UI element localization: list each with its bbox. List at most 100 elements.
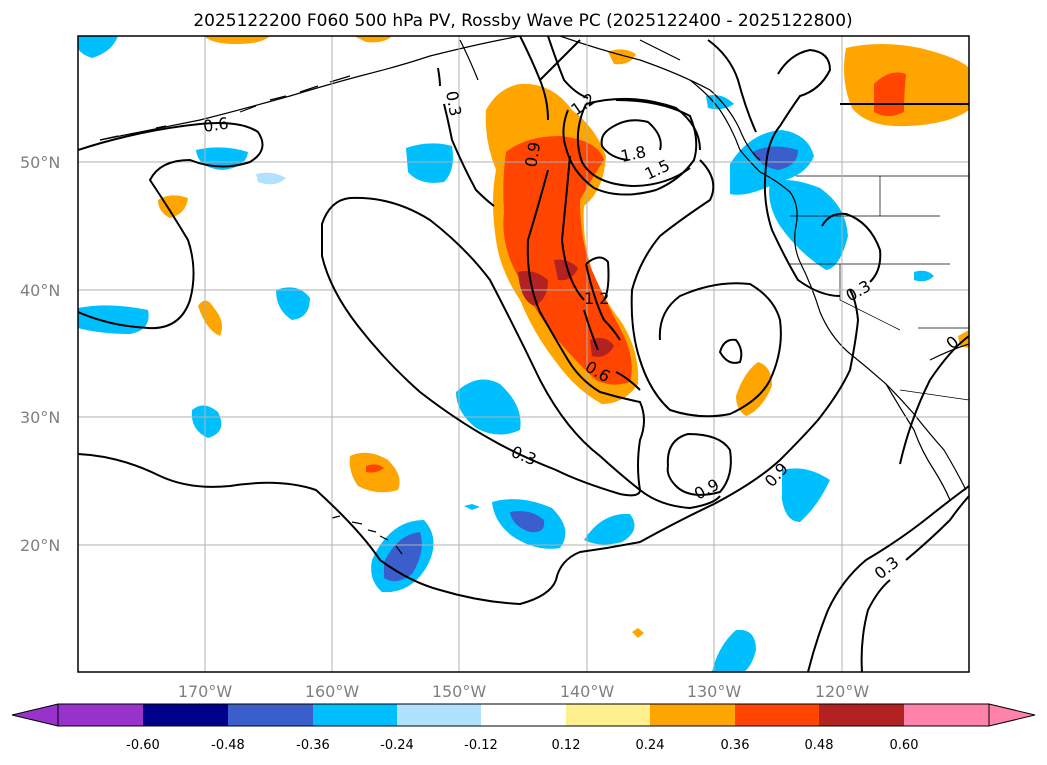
bc-coast	[759, 171, 801, 263]
shade-neg-149w-31n	[456, 379, 521, 435]
contour-small-island	[718, 338, 743, 364]
shade-neg-152w-50n	[406, 143, 453, 183]
borders	[790, 175, 969, 401]
shade-pos-top-155w	[354, 36, 392, 43]
shade-neg-138w-21n	[584, 513, 635, 545]
aleutian-islands	[99, 75, 351, 141]
shade-pos-157w-27n	[349, 452, 400, 493]
colorbar-segment	[58, 704, 143, 726]
latitude-labels: 50°N 40°N 30°N 20°N	[20, 153, 60, 555]
contour-1-2-inner-southern	[585, 263, 621, 341]
shade-pos-trough-core-b	[554, 259, 578, 281]
contour-0-6-north	[78, 122, 264, 330]
colorbar-segment	[313, 704, 397, 726]
lat-label: 20°N	[20, 536, 60, 555]
colorbar-tick-label: 0.48	[805, 738, 834, 753]
state-nv-ca	[839, 264, 901, 331]
shade-neg-170w-50n	[196, 147, 248, 170]
shade-neg-130w-10n	[712, 629, 756, 672]
lat-label: 40°N	[20, 281, 60, 300]
colorbar-segment	[904, 704, 989, 726]
contour-0-3-southeast-b	[860, 495, 969, 672]
colorbar-segment	[397, 704, 481, 726]
colorbar-segment	[481, 704, 566, 726]
contour-0-9-ring	[539, 39, 771, 418]
contour-0-3-southeast	[807, 485, 969, 672]
contour-label: 0.3	[442, 89, 465, 117]
colorbar-tick-label: -0.24	[380, 738, 414, 753]
colorbar-extend-high	[988, 703, 1036, 727]
lon-label: 120°W	[815, 682, 870, 701]
shade-neg-nevada	[914, 270, 934, 282]
pv-contours	[78, 36, 969, 672]
contour-1-5-closed	[576, 97, 701, 188]
shade-neg-west-edge-38n	[78, 305, 149, 334]
map-frame	[77, 35, 970, 673]
colorbar-tick-label: -0.48	[211, 738, 245, 753]
shade-neg-alaska-panhandle	[706, 95, 734, 110]
contour-label: 1.2	[584, 289, 609, 308]
contour-0-3-big	[78, 289, 860, 606]
shade-neg-pnw-core	[752, 146, 798, 170]
colorbar-tick-label: 0.24	[636, 738, 665, 753]
shade-pos-126w-33n	[736, 362, 772, 416]
contour-1-2-trough	[547, 36, 698, 391]
shade-neg-144w-22n-core	[510, 511, 545, 533]
lat-label: 50°N	[20, 153, 60, 172]
shade-pos-top-170w	[204, 36, 270, 44]
colorbar-segment	[819, 704, 904, 726]
lon-label: 140°W	[560, 682, 615, 701]
alaska-coast	[99, 36, 521, 141]
panhandle-coast	[689, 79, 761, 173]
longitude-labels: 170°W 160°W 150°W 140°W 130°W 120°W	[178, 682, 870, 701]
lon-label: 150°W	[432, 682, 487, 701]
hawaii	[331, 515, 403, 555]
contour-0-3-north-trough	[437, 67, 495, 207]
contour-0-3-ne	[707, 39, 841, 297]
contour-1-8-closed	[600, 119, 662, 161]
shade-neg-nw-corner	[78, 36, 118, 58]
shade-neg-165w-48n	[256, 172, 286, 185]
shade-pos-157w-27n-core	[366, 464, 384, 473]
coastlines	[99, 36, 969, 555]
lon-label: 130°W	[687, 682, 742, 701]
colorbar-segment	[143, 704, 228, 726]
shade-pos-trough-mid	[503, 136, 632, 385]
colorbar-tick-label: -0.60	[126, 738, 160, 753]
colorbar-tick-label: 0.12	[552, 738, 581, 753]
mexico-coast	[929, 343, 969, 361]
colorbar-segment	[228, 704, 313, 726]
shade-neg-small-diamond	[464, 504, 480, 510]
contour-label: 0.9	[521, 140, 544, 168]
shade-pos-169w-46n	[158, 195, 188, 218]
colorbar: -0.60 -0.48 -0.36 -0.24 -0.12 0.12 0.24 …	[11, 703, 1036, 753]
us-mexico-border	[899, 389, 969, 401]
colorbar-ticks: -0.60 -0.48 -0.36 -0.24 -0.12 0.12 0.24 …	[126, 738, 918, 753]
alaska-interior	[459, 39, 681, 81]
baja-coast	[885, 383, 951, 501]
colorbar-segment	[566, 704, 650, 726]
lon-label: 170°W	[178, 682, 233, 701]
colorbar-tick-label: -0.36	[296, 738, 330, 753]
contour-1-2-inner-bump	[585, 256, 610, 301]
negative-anomaly-shading	[78, 36, 934, 672]
shade-pos-ne-core	[874, 72, 906, 116]
colorbar-tick-label: -0.12	[464, 738, 498, 753]
colorbar-segment	[735, 704, 819, 726]
contour-0-9-small-loop	[666, 432, 732, 496]
colorbar-tick-label: 0.60	[890, 738, 919, 753]
lon-label: 160°W	[305, 682, 360, 701]
map-panel[interactable]: 0.3 0.6 0.9 1.2 1.8 1.5 0.9 1.2 0.6 0.3 …	[77, 35, 970, 673]
colorbar-tick-label: 0.36	[721, 738, 750, 753]
colorbar-segment	[650, 704, 735, 726]
gulf-of-alaska-coast	[559, 36, 761, 161]
contour-label: 1.8	[619, 142, 648, 166]
figure-title: 2025122200 F060 500 hPa PV, Rossby Wave …	[193, 11, 852, 31]
colorbar-outline	[57, 703, 990, 727]
contour-0-right	[899, 335, 969, 465]
shade-pos-169w-38n	[198, 300, 222, 336]
shade-neg-oregon	[769, 180, 848, 270]
shade-neg-163w-38n	[276, 287, 310, 320]
shade-neg-128w-22n	[782, 468, 830, 522]
